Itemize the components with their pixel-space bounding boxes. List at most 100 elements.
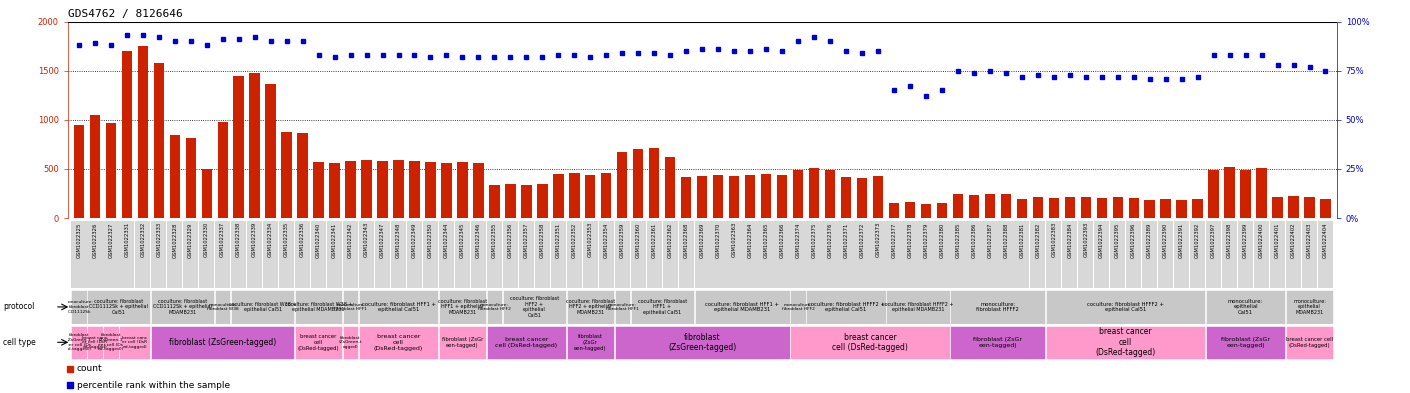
Bar	[295, 221, 310, 288]
Text: coculture: fibroblast
CCD1112Sk + epithelial
MDAMB231: coculture: fibroblast CCD1112Sk + epithe…	[154, 299, 212, 315]
Text: GSM1022383: GSM1022383	[1052, 222, 1056, 257]
Bar	[90, 115, 100, 218]
Bar	[666, 157, 675, 218]
Text: GSM1022327: GSM1022327	[109, 222, 113, 257]
Text: GSM1022401: GSM1022401	[1275, 222, 1280, 258]
Text: GSM1022329: GSM1022329	[189, 222, 193, 257]
Bar	[857, 178, 867, 218]
Bar	[313, 162, 324, 218]
Text: fibroblast (ZsGreen-tagged): fibroblast (ZsGreen-tagged)	[169, 338, 276, 347]
Bar	[570, 173, 580, 218]
Bar	[983, 221, 997, 288]
Bar	[695, 221, 709, 288]
Bar	[553, 174, 564, 218]
Bar	[87, 221, 103, 288]
Bar	[1065, 197, 1074, 218]
Bar	[1175, 221, 1189, 288]
Bar	[1014, 221, 1029, 288]
Text: GSM1022348: GSM1022348	[396, 222, 400, 257]
Text: breast cancer
cell
(DsRed-tagged): breast cancer cell (DsRed-tagged)	[1096, 327, 1156, 357]
Bar	[393, 160, 403, 218]
Text: protocol: protocol	[3, 303, 34, 311]
Bar	[489, 185, 499, 218]
Text: GSM1022346: GSM1022346	[477, 222, 481, 257]
Bar	[250, 73, 259, 218]
Text: GSM1022366: GSM1022366	[780, 222, 784, 257]
Bar	[1270, 221, 1286, 288]
Text: GSM1022390: GSM1022390	[1163, 222, 1167, 257]
Text: GSM1022339: GSM1022339	[252, 222, 257, 257]
Text: GSM1022349: GSM1022349	[412, 222, 417, 257]
Bar	[567, 290, 613, 323]
Text: GSM1022402: GSM1022402	[1292, 222, 1296, 258]
Bar	[375, 221, 391, 288]
Text: GSM1022380: GSM1022380	[939, 222, 945, 257]
Bar	[615, 221, 630, 288]
Text: GSM1022363: GSM1022363	[732, 222, 736, 257]
Bar	[503, 290, 565, 323]
Bar	[1062, 221, 1077, 288]
Text: GSM1022334: GSM1022334	[268, 222, 274, 257]
Bar	[839, 221, 853, 288]
Text: coculture: fibroblast
HFF1 +
epithelial Cal51: coculture: fibroblast HFF1 + epithelial …	[637, 299, 687, 315]
Bar	[486, 326, 565, 359]
Bar	[1142, 221, 1158, 288]
Bar	[1208, 170, 1218, 218]
Text: coculture: fibroblast HFFF2 +
epithelial MDAMB231: coculture: fibroblast HFFF2 + epithelial…	[883, 301, 953, 312]
Text: GSM1022350: GSM1022350	[429, 222, 433, 257]
Text: GSM1022388: GSM1022388	[1004, 222, 1008, 257]
Bar	[138, 46, 148, 218]
Bar	[984, 193, 995, 218]
Text: fibroblast
(ZsGreen-1
eer cell (Ds
ed-tagged)): fibroblast (ZsGreen-1 eer cell (Ds ed-ta…	[66, 333, 92, 351]
Text: GSM1022337: GSM1022337	[220, 222, 226, 257]
Text: GSM1022393: GSM1022393	[1083, 222, 1089, 257]
Text: monoculture:
fibroblast HFF1: monoculture: fibroblast HFF1	[334, 303, 367, 311]
Bar	[1145, 200, 1155, 218]
Bar	[1256, 168, 1266, 218]
Bar	[519, 221, 534, 288]
Bar	[378, 161, 388, 218]
Text: GSM1022395: GSM1022395	[1115, 222, 1120, 257]
Bar	[231, 290, 295, 323]
Text: breast cancer
cell (DsRed-tagged): breast cancer cell (DsRed-tagged)	[832, 332, 908, 352]
Text: GSM1022355: GSM1022355	[492, 222, 496, 257]
Bar	[744, 175, 756, 218]
Text: GSM1022360: GSM1022360	[636, 222, 640, 257]
Text: GSM1022386: GSM1022386	[971, 222, 976, 257]
Bar	[168, 221, 182, 288]
Bar	[216, 290, 230, 323]
Text: GSM1022332: GSM1022332	[141, 222, 145, 257]
Text: GSM1022338: GSM1022338	[237, 222, 241, 257]
Text: GSM1022384: GSM1022384	[1067, 222, 1072, 257]
Bar	[330, 163, 340, 218]
Bar	[522, 185, 532, 218]
Text: monoculture:
fibroblast HFF2: monoculture: fibroblast HFF2	[478, 303, 510, 311]
Text: breast canc
er cell (DsR
ed-tagged): breast canc er cell (DsR ed-tagged)	[82, 336, 107, 349]
Text: breast cancer
cell
(DsRed-tagged): breast cancer cell (DsRed-tagged)	[374, 334, 423, 351]
Text: GSM1022343: GSM1022343	[364, 222, 369, 257]
Bar	[936, 203, 948, 218]
Bar	[761, 174, 771, 218]
Bar	[729, 176, 739, 218]
Bar	[118, 221, 134, 288]
Bar	[713, 175, 723, 218]
Text: GSM1022330: GSM1022330	[204, 222, 209, 257]
Bar	[343, 326, 358, 359]
Text: GSM1022353: GSM1022353	[588, 222, 592, 257]
Text: GSM1022342: GSM1022342	[348, 222, 352, 257]
Bar	[70, 290, 86, 323]
Bar	[567, 326, 613, 359]
Bar	[950, 290, 1045, 323]
Bar	[950, 326, 1045, 359]
Bar	[391, 221, 406, 288]
Text: GSM1022345: GSM1022345	[460, 222, 465, 257]
Bar	[1224, 167, 1235, 218]
Bar	[711, 221, 726, 288]
Text: GSM1022358: GSM1022358	[540, 222, 544, 257]
Bar	[360, 221, 374, 288]
Bar	[457, 162, 468, 218]
Bar	[807, 290, 885, 323]
Bar	[1253, 221, 1269, 288]
Bar	[567, 221, 582, 288]
Bar	[426, 162, 436, 218]
